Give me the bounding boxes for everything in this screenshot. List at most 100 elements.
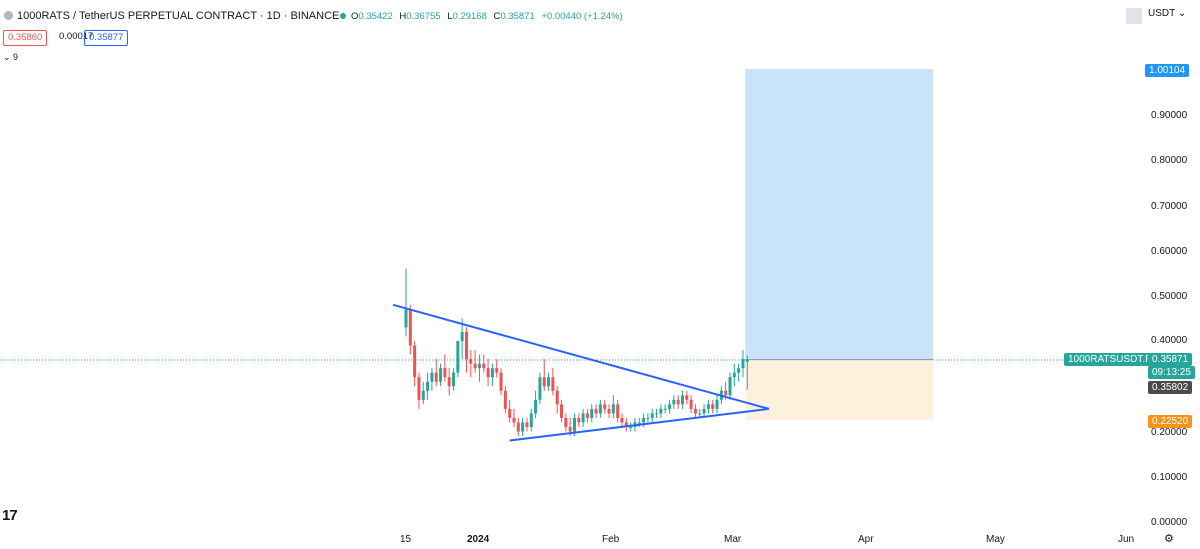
change-value: +0.00440 (+1.24%) [541, 11, 623, 22]
candle-body [443, 368, 447, 378]
close-label: C [493, 11, 501, 22]
candle-body [434, 372, 438, 382]
currency-select[interactable]: USDT ⌄ [1148, 8, 1187, 19]
candle-body [607, 408, 611, 414]
candle-body [598, 404, 602, 414]
candle-body [413, 345, 417, 378]
candle-body [495, 368, 499, 373]
candle-body [676, 399, 680, 405]
candle-body [702, 408, 706, 414]
candle-body [732, 372, 736, 378]
candle-body [473, 363, 477, 369]
candle-body [516, 422, 520, 432]
currency-label: USDT [1148, 8, 1176, 19]
candle-body [408, 309, 412, 346]
candle-body [499, 372, 503, 391]
time-tick: May [986, 534, 1005, 545]
chart-header: 1000RATS / TetherUS PERPETUAL CONTRACT ·… [0, 0, 1200, 24]
candle-body [603, 404, 607, 409]
candle-body [724, 390, 728, 396]
candle-body [637, 422, 641, 424]
low-label: L [447, 11, 453, 22]
price-tick: 0.60000 [1151, 246, 1188, 257]
sell-price-button[interactable]: 0.35860 [3, 30, 48, 46]
price-tick: 0.90000 [1151, 110, 1188, 121]
candle-body [741, 359, 745, 369]
candle-body [439, 368, 443, 382]
candle-body [585, 413, 589, 418]
market-open-indicator [340, 13, 346, 19]
time-tick: 15 [400, 534, 412, 545]
candle-body [525, 422, 529, 427]
high-value: 0.36755 [406, 11, 441, 22]
candle-body [417, 377, 421, 400]
time-tick: Mar [724, 534, 742, 545]
spread-value: 0.00017 [59, 31, 94, 42]
candle-body [680, 395, 684, 405]
candle-body [464, 331, 468, 360]
candle-body [508, 408, 512, 418]
candle-body [581, 413, 585, 423]
candle-body [482, 363, 486, 369]
candle-body [542, 377, 546, 387]
symbol-title[interactable]: 1000RATS / TetherUS PERPETUAL CONTRACT ·… [17, 10, 340, 22]
time-tick: 2024 [467, 534, 490, 545]
candle-body [685, 395, 689, 400]
price-tick: 0.80000 [1151, 155, 1188, 166]
target-zone [745, 69, 934, 360]
trendline-upper [392, 303, 770, 410]
price-tick: 0.20000 [1151, 427, 1188, 438]
candle-body [490, 368, 494, 378]
candle-body [521, 422, 525, 432]
candle-body [594, 408, 598, 414]
candle-body [452, 372, 456, 387]
candle-body [650, 413, 654, 418]
candle-body [572, 417, 576, 432]
candle-body [659, 408, 663, 414]
tradingview-logo-icon[interactable]: 17 [2, 507, 18, 524]
time-tick: Apr [858, 534, 874, 545]
indicator-toggle[interactable]: ⌄ 9 [3, 52, 19, 62]
open-label: O [351, 11, 359, 22]
time-tick: Jun [1118, 534, 1135, 545]
trendline-lower [509, 407, 770, 442]
candle-body [611, 404, 615, 414]
candle-body [529, 413, 533, 427]
candle-body [456, 341, 460, 373]
candle-body [503, 390, 507, 409]
candle-body [551, 377, 555, 391]
last-price-badge: 0.35871 [1148, 353, 1193, 366]
candle-body [486, 368, 490, 378]
candle-body [745, 359, 749, 362]
low-value: 0.29168 [452, 11, 487, 22]
candle-body [534, 399, 538, 414]
candle-body [590, 408, 594, 418]
settings-gear-icon[interactable]: ⚙ [1164, 533, 1174, 545]
stop-price-badge: 0.22520 [1148, 415, 1193, 428]
candle-body [668, 404, 672, 409]
candle-body [447, 377, 451, 387]
crosshair-price-badge: 0.35802 [1148, 381, 1193, 394]
candle-body [693, 408, 697, 414]
time-tick: Feb [602, 534, 620, 545]
stop-zone [745, 359, 934, 421]
countdown-badge: 09:13:25 [1148, 366, 1195, 379]
candle-body [706, 404, 710, 409]
candle-body [564, 417, 568, 427]
candle-body [469, 359, 473, 364]
candle-body [477, 363, 481, 369]
candle-body [624, 422, 628, 427]
candle-body [620, 417, 624, 423]
candle-body [646, 417, 650, 419]
price-tick: 0.70000 [1151, 201, 1188, 212]
candle-body [568, 426, 572, 432]
price-tick: 0.50000 [1151, 291, 1188, 302]
candle-body [426, 381, 430, 391]
symbol-badge: 1000RATSUSDT.P [1064, 353, 1156, 366]
buy-price-button[interactable]: 0.35877 [84, 30, 129, 46]
chart-settings-icon[interactable] [1126, 8, 1142, 24]
candle-body [728, 377, 732, 396]
candle-body [698, 413, 702, 415]
candle-body [538, 377, 542, 400]
